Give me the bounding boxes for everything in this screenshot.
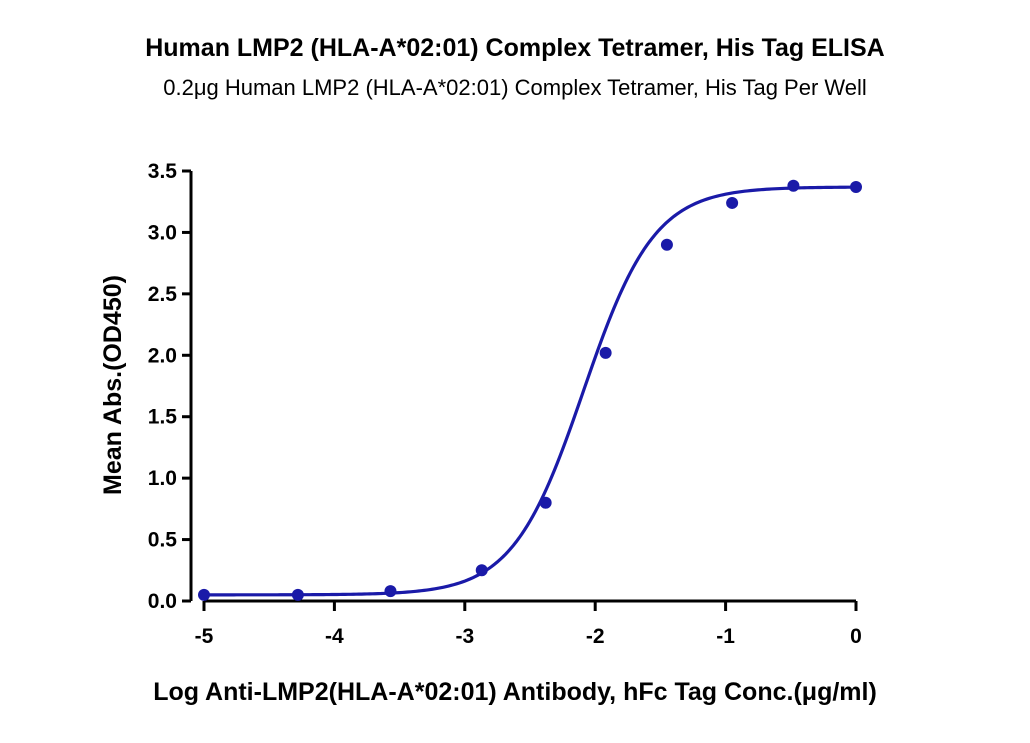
y-tick-label: 0.5: [148, 529, 178, 552]
fit-curve-layer: [204, 185, 857, 597]
data-point: [539, 496, 552, 509]
y-tick-label: 1.5: [148, 406, 178, 429]
y-tick-label: 2.0: [148, 344, 177, 367]
y-tick-label: 0.0: [148, 590, 177, 613]
data-point: [787, 179, 800, 192]
y-tick-label: 3.0: [148, 221, 177, 244]
y-tick-label: 1.0: [148, 467, 177, 490]
x-tick-label: 0: [850, 625, 862, 648]
data-point: [384, 585, 397, 598]
data-point: [660, 238, 673, 251]
data-point: [599, 346, 612, 359]
y-axis-title: Mean Abs.(OD450): [99, 275, 127, 495]
y-tick-label: 2.5: [148, 283, 178, 306]
x-tick-label: -4: [325, 625, 344, 648]
fit-curve: [204, 185, 857, 597]
data-points-layer: [198, 179, 862, 601]
x-tick-label: -5: [195, 625, 214, 648]
x-tick-label: -1: [716, 625, 735, 648]
x-tick-label: -2: [586, 625, 605, 648]
axes: 0.0 0.5 1.0 1.5 2.0 2.5 3.0 3.5 -5 -4 -3 -2 -1 0: [148, 160, 862, 648]
data-point: [475, 564, 488, 577]
data-point: [291, 588, 304, 601]
chart-title: Human LMP2 (HLA-A*02:01) Complex Tetrame…: [145, 34, 885, 62]
chart-subtitle: 0.2μg Human LMP2 (HLA-A*02:01) Complex T…: [163, 75, 867, 100]
x-axis-title: Log Anti-LMP2(HLA-A*02:01) Antibody, hFc…: [153, 678, 877, 706]
data-point: [726, 196, 739, 209]
data-point: [850, 180, 862, 193]
data-point: [198, 588, 210, 601]
y-tick-label: 3.5: [148, 160, 178, 183]
x-tick-label: -3: [455, 625, 474, 648]
